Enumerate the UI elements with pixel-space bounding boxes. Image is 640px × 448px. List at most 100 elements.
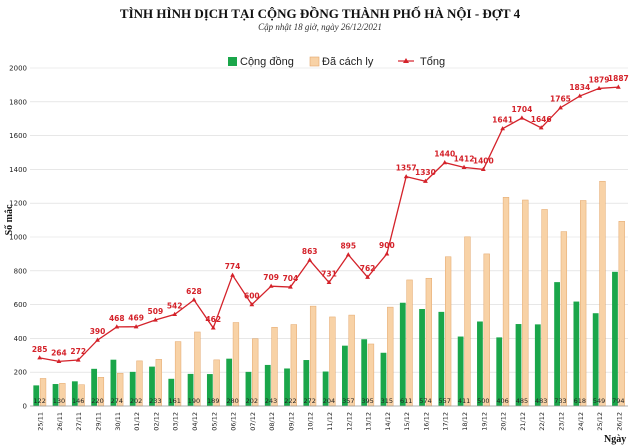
bar-value-label: 794 [612, 397, 624, 405]
bar-value-label: 146 [72, 397, 84, 405]
total-value-label: 469 [128, 314, 144, 323]
legend-label-da-cach-ly: Đã cách ly [322, 56, 374, 68]
bar-da-cach-ly [252, 338, 259, 407]
bar-da-cach-ly [599, 180, 606, 407]
bar-cong-dong [573, 301, 580, 406]
bar-da-cach-ly [232, 322, 240, 407]
x-tick-label: 13/12 [365, 412, 373, 431]
total-value-label: 895 [340, 242, 356, 251]
bar-value-label: 280 [226, 397, 238, 405]
bar-cong-dong [322, 371, 329, 406]
data-labels: 122 130 146 220 274 202 233 161 190 189 280 202 243 2… [32, 74, 629, 405]
total-value-label: 509 [148, 307, 164, 316]
total-value-label: 709 [263, 273, 279, 282]
bar-value-label: 406 [496, 397, 508, 405]
legend-swatch-cong-dong [228, 57, 237, 66]
bar-cong-dong [554, 282, 560, 406]
total-value-label: 600 [244, 292, 260, 301]
bar-value-label: 357 [342, 397, 354, 405]
bar-value-label: 202 [130, 397, 142, 405]
total-value-label: 1879 [589, 75, 610, 84]
bar-cong-dong [187, 373, 194, 406]
legend-swatch-da-cach-ly [309, 56, 320, 67]
x-tick-label: 21/12 [519, 412, 527, 431]
total-value-label: 704 [283, 274, 299, 283]
total-value-label: 762 [360, 264, 376, 273]
bar-da-cach-ly [348, 314, 355, 407]
total-value-label: 731 [321, 269, 337, 278]
bar-cong-dong [226, 358, 233, 406]
x-tick-label: 18/12 [461, 412, 469, 431]
point-tong [326, 279, 332, 285]
legend-marker-tong [403, 58, 409, 63]
bar-cong-dong [612, 271, 618, 406]
total-value-label: 272 [70, 347, 86, 356]
point-tong [172, 311, 178, 317]
bar-value-label: 272 [303, 397, 315, 405]
x-tick-label: 14/12 [384, 412, 392, 431]
bar-cong-dong [91, 368, 98, 406]
point-tong [288, 284, 293, 289]
x-tick-label: 09/12 [287, 412, 295, 431]
bar-da-cach-ly [541, 209, 548, 407]
total-value-label: 900 [379, 241, 395, 250]
total-line [37, 84, 621, 363]
point-tong [480, 166, 486, 171]
bar-cong-dong [71, 381, 78, 406]
bar-value-label: 243 [265, 397, 277, 405]
bar-cong-dong [380, 352, 387, 406]
x-tick-label: 19/12 [480, 412, 488, 431]
x-tick-label: 26/12 [615, 412, 623, 431]
x-tick-label: 24/12 [577, 412, 585, 431]
x-tick-label: 20/12 [500, 412, 508, 431]
point-tong [95, 337, 100, 342]
total-value-label: 1765 [550, 95, 571, 104]
bar-da-cach-ly [290, 324, 297, 407]
bar-cong-dong [110, 359, 117, 406]
bar-da-cach-ly [483, 253, 490, 407]
bar-value-label: 189 [207, 397, 219, 405]
bar-value-label: 122 [33, 397, 45, 405]
total-value-label: 1834 [569, 83, 590, 92]
bar-cong-dong [592, 313, 599, 406]
point-tong [596, 85, 602, 91]
bar-da-cach-ly [464, 236, 471, 407]
total-value-label: 468 [109, 314, 125, 323]
x-tick-label: 08/12 [268, 412, 276, 431]
bar-da-cach-ly [271, 326, 278, 407]
bar-cong-dong [534, 324, 541, 406]
point-tong [56, 358, 62, 363]
bar-cong-dong [33, 385, 40, 406]
x-tick-label: 25/12 [596, 412, 604, 431]
bar-da-cach-ly [522, 199, 529, 407]
total-value-label: 1357 [396, 164, 417, 173]
bar-value-label: 190 [188, 397, 200, 405]
y-tick-label: 800 [14, 267, 27, 275]
bar-value-label: 483 [535, 397, 547, 405]
total-value-label: 542 [167, 301, 183, 310]
total-value-label: 863 [302, 247, 318, 256]
x-tick-label: 29/11 [95, 412, 103, 431]
total-value-label: 1400 [473, 156, 494, 165]
bar-value-label: 220 [91, 397, 103, 405]
x-tick-label: 11/12 [326, 412, 334, 431]
point-tong [423, 178, 428, 183]
x-tick-label: 01/12 [133, 412, 141, 431]
bar-da-cach-ly [406, 279, 413, 407]
x-tick-label: 22/12 [538, 412, 546, 431]
bar-value-label: 204 [323, 397, 335, 405]
point-tong [230, 272, 235, 277]
bar-da-cach-ly [194, 331, 201, 407]
point-tong [500, 126, 506, 131]
bar-cong-dong [129, 371, 136, 406]
bar-cong-dong [419, 308, 425, 406]
point-tong [133, 324, 139, 329]
point-tong [210, 325, 216, 330]
point-tong [615, 84, 621, 89]
total-value-label: 1440 [434, 150, 455, 159]
y-tick-label: 200 [14, 369, 27, 377]
point-tong [365, 274, 370, 279]
x-tick-label: 26/11 [56, 412, 64, 431]
bar-cong-dong [303, 360, 310, 406]
